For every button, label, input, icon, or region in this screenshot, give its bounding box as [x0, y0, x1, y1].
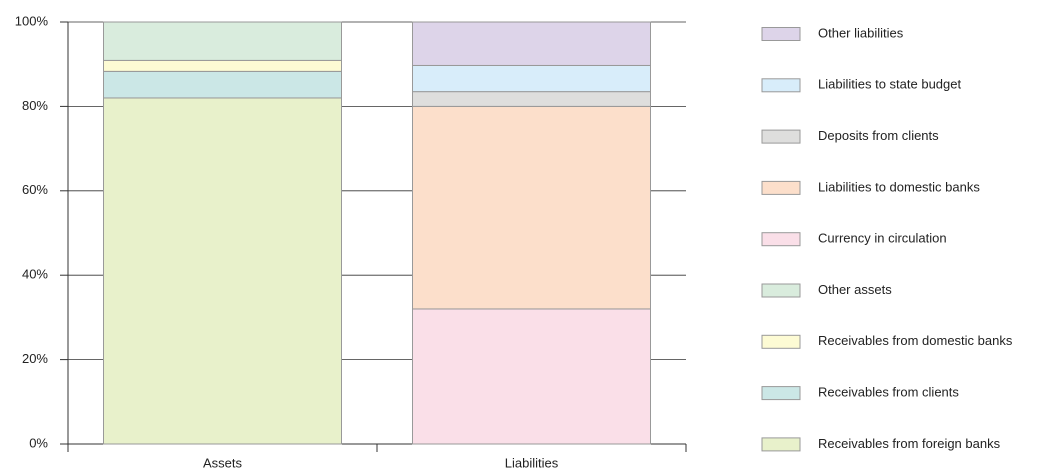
legend-swatch: [761, 283, 801, 298]
bar-segment: [412, 308, 651, 445]
legend-swatch: [761, 180, 801, 195]
legend-label: Receivables from clients: [818, 385, 959, 400]
bar-segment: [103, 97, 342, 445]
bar-segment: [412, 64, 651, 93]
y-tick-label: 0%: [29, 435, 48, 450]
y-tick-label: 80%: [22, 98, 48, 113]
legend-swatch: [761, 386, 801, 401]
bar-segment: [412, 21, 651, 66]
legend-label: Deposits from clients: [818, 128, 939, 143]
y-tick-label: 40%: [22, 267, 48, 282]
y-tick-label: 60%: [22, 182, 48, 197]
legend-label: Receivables from foreign banks: [818, 436, 1001, 451]
x-tick-label: Liabilities: [505, 455, 559, 470]
legend-label: Receivables from domestic banks: [818, 333, 1013, 348]
legend-swatch: [761, 437, 801, 452]
legend-swatch: [761, 334, 801, 349]
legend-label: Other liabilities: [818, 25, 904, 40]
legend-swatch: [761, 129, 801, 144]
legend-swatch: [761, 232, 801, 247]
legend-label: Liabilities to domestic banks: [818, 179, 980, 194]
y-tick-label: 100%: [15, 13, 49, 28]
bar-segment: [103, 59, 342, 72]
legend-swatch: [761, 27, 801, 41]
bar-segment: [103, 70, 342, 99]
legend-label: Liabilities to state budget: [818, 77, 961, 92]
legend-label: Currency in circulation: [818, 231, 947, 246]
bar-segment: [103, 21, 342, 61]
bar-segment: [412, 105, 651, 310]
y-tick-label: 20%: [22, 351, 48, 366]
x-tick-label: Assets: [203, 455, 243, 470]
legend-swatch: [761, 78, 801, 93]
legend-label: Other assets: [818, 282, 892, 297]
bar-segment: [412, 91, 651, 107]
